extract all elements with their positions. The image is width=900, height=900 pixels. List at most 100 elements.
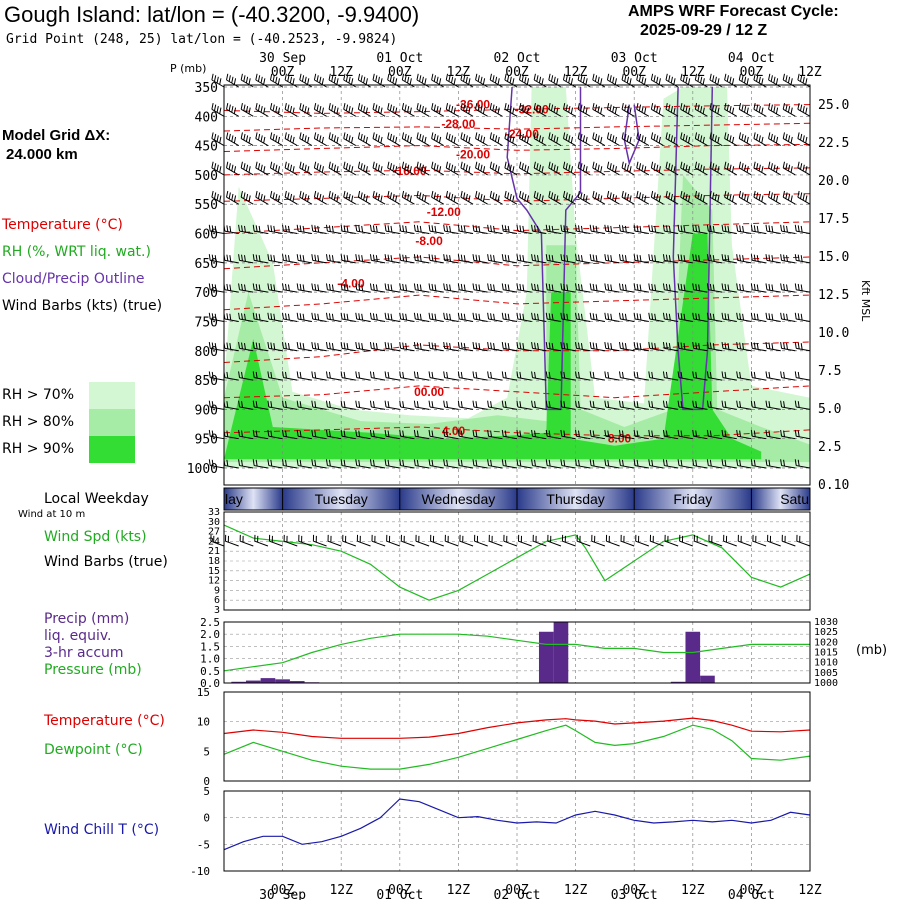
- wind-barb: [604, 459, 620, 469]
- wind-barb: [519, 132, 532, 147]
- temperature-contour-label: -8.00: [415, 234, 443, 248]
- wind-barb: [765, 400, 781, 410]
- weekday-label: Friday: [673, 491, 712, 507]
- top-time-tick-label: 00Z: [271, 65, 295, 80]
- wind-barb: [325, 342, 342, 352]
- wind-barb: [384, 342, 400, 352]
- top-time-tick-label: 12Z: [329, 65, 353, 80]
- surface-wind-barb: [679, 534, 693, 547]
- wind-speed-label: Wind Spd (kts): [44, 529, 147, 545]
- wind-barb: [677, 371, 693, 381]
- wind-barb: [589, 312, 605, 322]
- wind-barb: [284, 190, 298, 205]
- wind-barb: [650, 103, 664, 117]
- wind-barb: [738, 73, 752, 88]
- wind-barb: [662, 459, 679, 469]
- wind-barb: [589, 283, 605, 293]
- wind-barb: [592, 161, 606, 176]
- wind-barb: [487, 224, 503, 235]
- wind-barb: [328, 132, 342, 147]
- legend-cloud-outline: Cloud/Precip Outline: [2, 271, 145, 287]
- wind-barb: [750, 371, 767, 381]
- wind-barb: [633, 371, 649, 381]
- wind-barb: [369, 283, 386, 293]
- wind-barb: [384, 254, 400, 264]
- wind-tick-label: 9: [214, 585, 220, 596]
- legend-temperature: Temperature (°C): [2, 217, 123, 233]
- wind-barb: [650, 190, 664, 205]
- wind-barb: [794, 254, 811, 264]
- wind-barb: [516, 312, 532, 322]
- wind-barb: [489, 103, 503, 117]
- legend-rh70-label: RH > 70%: [2, 387, 75, 403]
- precip-tick-label: 2.5: [200, 616, 220, 629]
- temperature-contour: [223, 104, 811, 114]
- wind-barb: [325, 459, 342, 469]
- wind-barb: [501, 342, 518, 352]
- wind-barb: [575, 254, 591, 264]
- wind-barb: [750, 224, 767, 235]
- precip-bar: [670, 681, 686, 683]
- chill-tick-label: -5: [197, 838, 210, 851]
- wind-barb: [252, 371, 269, 381]
- wind-barb: [457, 459, 474, 469]
- kft-tick-label: 0.10: [818, 478, 849, 493]
- wind-barb: [575, 312, 591, 322]
- top-time-tick-label: 12Z: [798, 65, 822, 80]
- wind-barb: [577, 103, 591, 117]
- surface-wind-barb: [488, 534, 503, 547]
- wind-barb: [357, 190, 371, 205]
- wind-barb: [706, 224, 723, 235]
- pressure-tick-label: 600: [195, 228, 218, 243]
- wind-barb: [313, 103, 327, 117]
- temperature-panel-frame: [223, 691, 811, 782]
- wind-barb: [621, 73, 635, 88]
- precip-panel-frame: [223, 621, 811, 684]
- wind-barb: [226, 73, 239, 88]
- wind-barb: [416, 73, 430, 88]
- temp-tick-label: 0: [203, 775, 210, 788]
- wind-barb: [545, 224, 562, 235]
- wind-barb: [355, 312, 371, 322]
- pressure-axis-label: P (mb): [170, 62, 207, 75]
- wind-barb: [750, 283, 767, 293]
- wind-barb: [457, 254, 474, 264]
- wind-barb: [721, 312, 737, 322]
- wind-barb: [399, 283, 415, 293]
- wind-barb: [343, 103, 357, 117]
- wind-barb: [738, 190, 752, 205]
- weekday-band: [282, 488, 400, 510]
- wind-barb: [238, 283, 254, 293]
- wind-barb: [677, 459, 693, 469]
- wind-barb: [457, 400, 474, 410]
- surface-wind-barb: [356, 534, 371, 547]
- precip-tick-label: 1.0: [200, 653, 220, 666]
- wind-barb: [399, 400, 415, 410]
- surface-wind-barb: [605, 534, 620, 547]
- wind-barb: [724, 103, 737, 117]
- temperature-contour: [223, 167, 811, 176]
- wind-barb: [533, 103, 547, 117]
- wind-barb: [545, 312, 562, 322]
- wind-barb: [487, 400, 503, 410]
- precip-tick-label: 1.5: [200, 640, 220, 653]
- wind-barb: [413, 254, 430, 264]
- wind-barb: [606, 103, 620, 117]
- wind-barb: [736, 224, 752, 235]
- weekday-band: [517, 488, 635, 510]
- surface-wind-barb: [474, 534, 488, 547]
- wind-barb: [282, 224, 298, 235]
- wind-barb: [269, 161, 283, 176]
- wind-barb: [692, 371, 708, 381]
- wind-barb: [516, 459, 532, 469]
- wind-barb: [208, 283, 225, 293]
- wind-barb: [633, 224, 649, 235]
- wind-barb: [240, 132, 254, 147]
- wind-barb: [343, 132, 357, 147]
- legend-rh80-label: RH > 80%: [2, 414, 75, 430]
- wind-barb: [768, 132, 781, 147]
- temperature-label: Temperature (°C): [44, 713, 165, 729]
- wind-barb: [267, 371, 283, 381]
- wind-barb: [765, 459, 781, 469]
- surface-wind-barb: [268, 534, 283, 547]
